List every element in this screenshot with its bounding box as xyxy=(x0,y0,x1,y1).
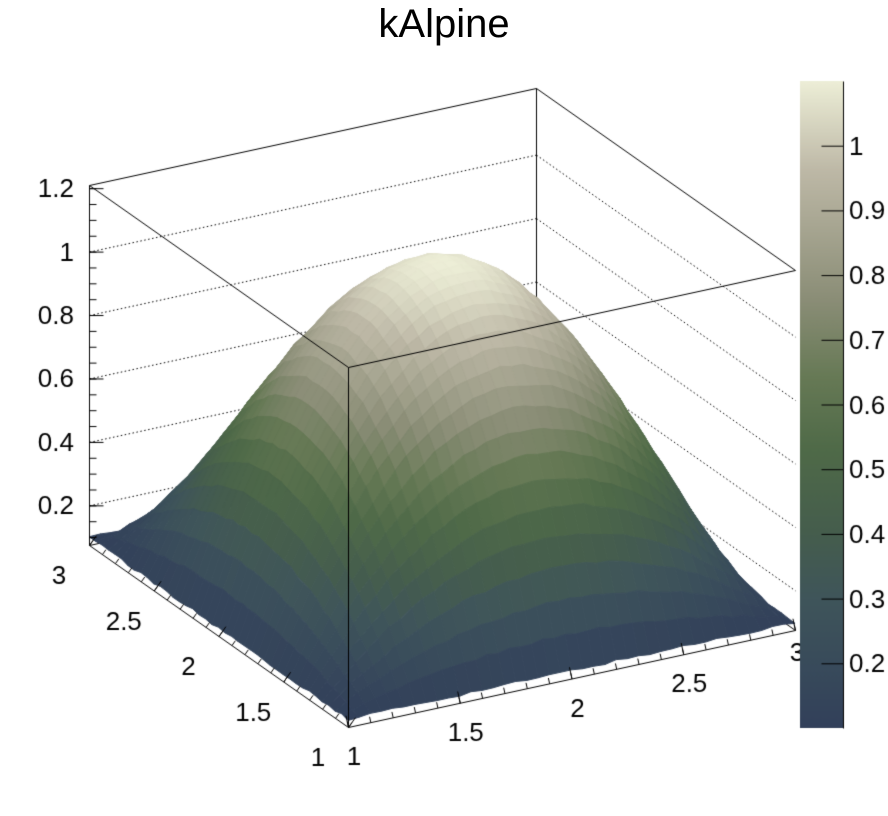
plot-title: kAlpine xyxy=(378,2,510,46)
